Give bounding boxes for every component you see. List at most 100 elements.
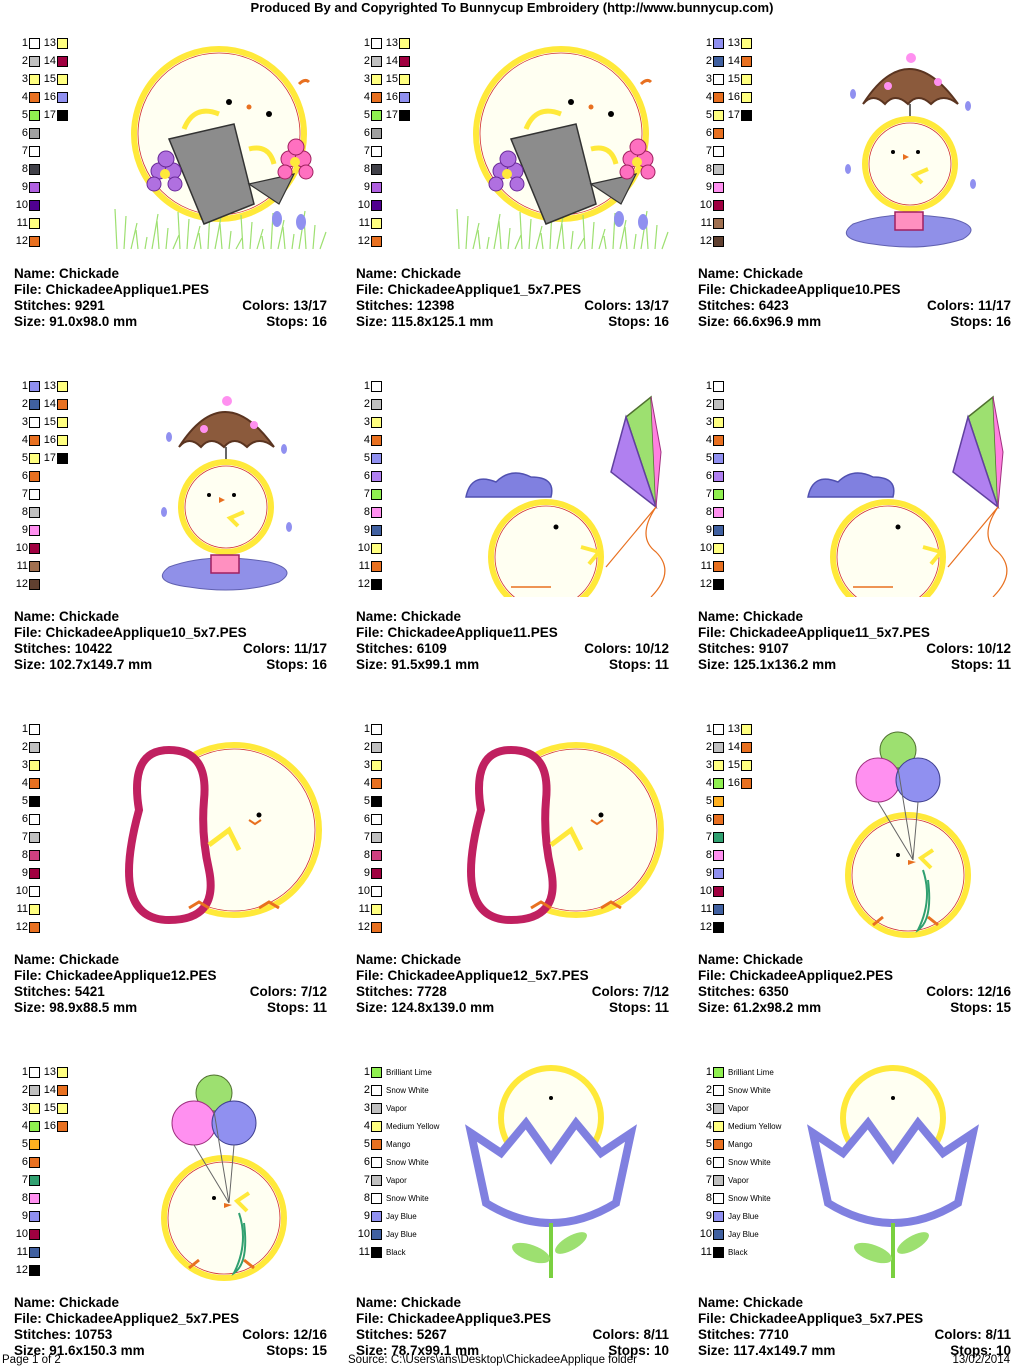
swatch-color (29, 1102, 40, 1114)
design-colors: Colors: 12/16 (926, 984, 1011, 999)
swatch-number: 1 (363, 1066, 370, 1078)
page-header: Produced By and Copyrighted To Bunnycup … (250, 0, 774, 15)
swatch-color (29, 1210, 40, 1222)
swatch-row: 5 Mango (356, 1135, 439, 1153)
design-preview (465, 395, 666, 597)
swatch-number: 2 (363, 55, 370, 67)
swatch-number: 7 (705, 831, 712, 843)
swatch-color (29, 127, 40, 139)
swatch-row: 4 16 (698, 774, 752, 792)
swatch-row: 4 (698, 431, 724, 449)
swatch-row: 2 Snow White (698, 1081, 781, 1099)
swatch-row: 2 14 (14, 1081, 68, 1099)
design-info: Name: Chickade File: ChickadeeApplique2_… (14, 1295, 327, 1359)
design-file: File: ChickadeeApplique10_5x7.PES (14, 625, 247, 640)
swatch-color (399, 109, 410, 121)
design-file: File: ChickadeeApplique2_5x7.PES (14, 1311, 240, 1326)
swatch-row: 1 13 (698, 720, 752, 738)
swatch-row: 4 16 (14, 88, 68, 106)
swatch-number: 11 (358, 560, 370, 572)
swatch-row: 7 Vapor (356, 1171, 439, 1189)
swatch-color (29, 849, 40, 861)
swatch-number: 2 (21, 398, 28, 410)
swatch-color (741, 723, 752, 735)
swatch-color (713, 867, 724, 879)
swatch-number: 17 (43, 109, 56, 121)
source-path: Source: C:\Users\ans\Desktop\ChickadeeAp… (348, 1354, 637, 1366)
swatch-number: 15 (43, 1102, 56, 1114)
swatch-color (713, 1084, 724, 1096)
design-colors: Colors: 11/17 (926, 298, 1011, 313)
swatch-color (371, 723, 382, 735)
swatch-row: 3 15 (14, 70, 68, 88)
swatch-number: 13 (43, 380, 56, 392)
swatch-number: 8 (363, 849, 370, 861)
swatch-color (371, 452, 382, 464)
swatch-color (371, 1066, 382, 1078)
swatch-color (741, 777, 752, 789)
swatch-color (29, 434, 40, 446)
swatch-number: 4 (21, 1120, 28, 1132)
swatch-number: 3 (363, 759, 370, 771)
swatch-row: 1 Brilliant Lime (698, 1063, 781, 1081)
swatch-color (29, 109, 40, 121)
design-file: File: ChickadeeApplique3_5x7.PES (698, 1311, 924, 1326)
swatch-number: 1 (21, 1066, 28, 1078)
swatch-row: 10 Jay Blue (356, 1225, 439, 1243)
swatch-row: 6 (698, 467, 724, 485)
swatch-row: 9 Jay Blue (356, 1207, 439, 1225)
swatch-number: 10 (699, 542, 712, 554)
swatch-color (713, 542, 724, 554)
swatch-row: 1 13 (698, 34, 752, 52)
swatch-color (713, 398, 724, 410)
swatch-row: 6 (14, 124, 68, 142)
color-swatch-list: 1 Brilliant Lime 2 Snow White 3 Vapor 4 Medium … (698, 1063, 782, 1261)
swatch-number: 4 (363, 1120, 370, 1132)
swatch-number: 17 (727, 109, 740, 121)
swatch-row: 2 (356, 738, 382, 756)
swatch-color (29, 1246, 40, 1258)
swatch-number: 11 (358, 1246, 370, 1258)
swatch-row: 8 (698, 846, 752, 864)
swatch-row: 6 (14, 467, 68, 485)
swatch-row: 1 (698, 377, 724, 395)
swatch-color (371, 380, 382, 392)
swatch-number: 14 (727, 741, 740, 753)
swatch-row: 5 (14, 1135, 68, 1153)
design-card: 1 13 2 14 3 15 4 16 5 17 6 7 8 9 10 11 12 Name: Chickade… (14, 351, 342, 686)
swatch-number: 6 (363, 127, 370, 139)
swatch-color (713, 416, 724, 428)
swatch-row: 11 (698, 557, 724, 575)
swatch-number: 9 (363, 181, 370, 193)
swatch-row: 8 Snow White (356, 1189, 439, 1207)
swatch-number: 16 (43, 1120, 56, 1132)
swatch-number: 11 (700, 1246, 712, 1258)
swatch-row: 12 (698, 575, 724, 593)
design-name: Name: Chickade (356, 609, 462, 624)
design-stops: Stops: 10 (608, 1343, 669, 1358)
swatch-color (371, 1210, 382, 1222)
swatch-number: 6 (705, 813, 712, 825)
swatch-row: 11 (14, 1243, 68, 1261)
swatch-row: 7 (698, 828, 752, 846)
design-colors: Colors: 13/17 (584, 298, 669, 313)
swatch-row: 1 Brilliant Lime (356, 1063, 439, 1081)
swatch-color (371, 1228, 382, 1240)
swatch-row: 1 (14, 720, 40, 738)
swatch-row: 4 (14, 774, 40, 792)
swatch-row: 5 (14, 792, 40, 810)
swatch-row: 6 (14, 1153, 68, 1171)
design-name: Name: Chickade (698, 266, 804, 281)
design-preview (845, 53, 976, 248)
design-file: File: ChickadeeApplique3.PES (356, 1311, 552, 1326)
swatch-number: 11 (358, 903, 370, 915)
design-name: Name: Chickade (698, 1295, 804, 1310)
swatch-number: 11 (16, 1246, 28, 1258)
swatch-row: 7 (14, 828, 40, 846)
swatch-row: 12 (356, 918, 382, 936)
design-stops: Stops: 11 (950, 657, 1011, 672)
swatch-row: 7 (698, 142, 752, 160)
swatch-number: 1 (363, 723, 370, 735)
swatch-number: 3 (363, 1102, 370, 1114)
swatch-number: 2 (21, 55, 28, 67)
